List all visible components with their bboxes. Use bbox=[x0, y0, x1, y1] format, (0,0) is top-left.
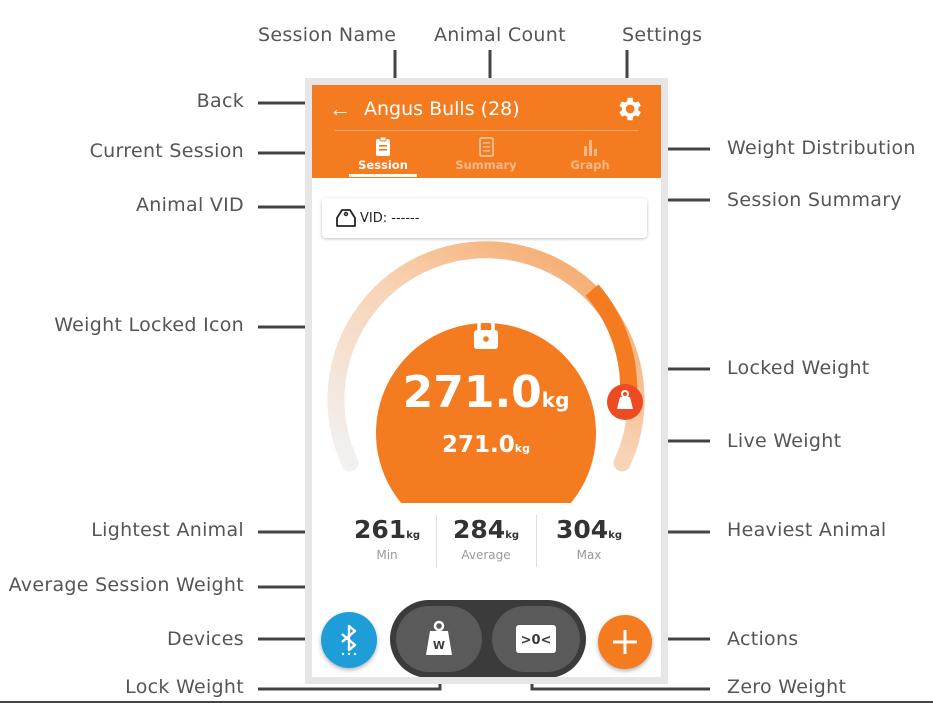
callout-live-weight: Live Weight bbox=[727, 430, 842, 452]
average-weight-unit: kg bbox=[505, 530, 519, 541]
weight-circle bbox=[376, 323, 596, 503]
min-label: Min bbox=[376, 548, 398, 562]
weight-icon[interactable] bbox=[606, 383, 644, 421]
callout-actions: Actions bbox=[727, 628, 799, 650]
callout-heaviest-animal: Heaviest Animal bbox=[727, 519, 887, 541]
back-button[interactable]: ← bbox=[326, 95, 354, 123]
lock-icon bbox=[474, 316, 498, 349]
clipboard-icon bbox=[376, 137, 390, 156]
average-label: Average bbox=[461, 548, 511, 562]
tab-session-label: Session bbox=[358, 158, 408, 172]
tab-summary-label: Summary bbox=[455, 158, 517, 172]
callout-session-name: Session Name bbox=[258, 24, 397, 46]
zero-icon: >0< bbox=[516, 625, 556, 653]
active-tab-indicator bbox=[349, 174, 417, 177]
min-weight-value: 261 bbox=[354, 515, 407, 544]
callout-weight-locked-icon: Weight Locked Icon bbox=[54, 314, 244, 336]
session-title: Angus Bulls (28) bbox=[364, 98, 520, 120]
tag-icon bbox=[336, 209, 356, 227]
app-header: ← Angus Bulls (28) Session bbox=[312, 85, 661, 178]
tab-summary[interactable]: Summary bbox=[436, 135, 536, 177]
callout-devices: Devices bbox=[167, 628, 244, 650]
average-weight-value: 284 bbox=[453, 515, 506, 544]
document-icon bbox=[479, 137, 494, 157]
callout-locked-weight: Locked Weight bbox=[727, 357, 870, 379]
live-weight-value: 271.0 bbox=[442, 432, 515, 458]
callout-lightest-animal: Lightest Animal bbox=[91, 519, 244, 541]
weight-icon: W bbox=[426, 620, 452, 655]
tab-graph-label: Graph bbox=[570, 158, 610, 172]
lock-weight-glyph: W bbox=[433, 639, 445, 652]
phone-frame: ← Angus Bulls (28) Session bbox=[305, 78, 668, 684]
callout-weight-distribution: Weight Distribution bbox=[727, 137, 916, 159]
locked-weight-unit: kg bbox=[541, 388, 570, 412]
bar-chart-icon bbox=[584, 140, 597, 156]
live-weight-display: 271.0kg bbox=[386, 432, 586, 458]
bluetooth-icon bbox=[341, 624, 357, 656]
stat-divider bbox=[436, 515, 437, 567]
callout-session-summary: Session Summary bbox=[727, 189, 902, 211]
animal-vid-text: VID: ------ bbox=[360, 211, 420, 226]
gear-icon bbox=[619, 97, 641, 121]
stat-min: 261kg Min bbox=[332, 515, 442, 562]
lock-weight-button[interactable]: W bbox=[396, 606, 482, 672]
max-weight-unit: kg bbox=[608, 530, 622, 541]
callout-zero-weight: Zero Weight bbox=[727, 676, 847, 698]
header-divider bbox=[335, 130, 638, 131]
max-label: Max bbox=[576, 548, 602, 562]
locked-weight-value: 271.0 bbox=[402, 367, 542, 418]
callout-back: Back bbox=[196, 90, 244, 112]
callout-animal-vid: Animal VID bbox=[135, 194, 244, 216]
stat-max: 304kg Max bbox=[534, 515, 644, 562]
devices-button[interactable] bbox=[321, 612, 377, 668]
min-weight-unit: kg bbox=[406, 530, 420, 541]
stat-divider bbox=[536, 515, 537, 567]
callout-current-session: Current Session bbox=[89, 140, 244, 162]
zero-weight-glyph: >0< bbox=[521, 633, 552, 648]
app-screen: ← Angus Bulls (28) Session bbox=[312, 85, 661, 677]
animal-vid-card[interactable]: VID: ------ bbox=[322, 198, 647, 238]
callout-settings: Settings bbox=[622, 24, 703, 46]
live-weight-unit: kg bbox=[514, 442, 530, 455]
actions-button[interactable] bbox=[598, 615, 652, 669]
settings-button[interactable] bbox=[614, 94, 644, 124]
arrow-left-icon: ← bbox=[329, 96, 351, 121]
stat-average: 284kg Average bbox=[431, 515, 541, 562]
plus-icon bbox=[613, 630, 637, 654]
callout-lock-weight: Lock Weight bbox=[125, 676, 244, 698]
callout-animal-count: Animal Count bbox=[434, 24, 566, 46]
max-weight-value: 304 bbox=[556, 515, 609, 544]
callout-average-session-weight: Average Session Weight bbox=[8, 574, 244, 596]
zero-weight-button[interactable]: >0< bbox=[492, 606, 580, 672]
locked-weight-display: 271.0kg bbox=[386, 367, 586, 418]
tab-session[interactable]: Session bbox=[333, 135, 433, 177]
tab-graph[interactable]: Graph bbox=[540, 135, 640, 177]
bottom-rule bbox=[0, 701, 933, 703]
